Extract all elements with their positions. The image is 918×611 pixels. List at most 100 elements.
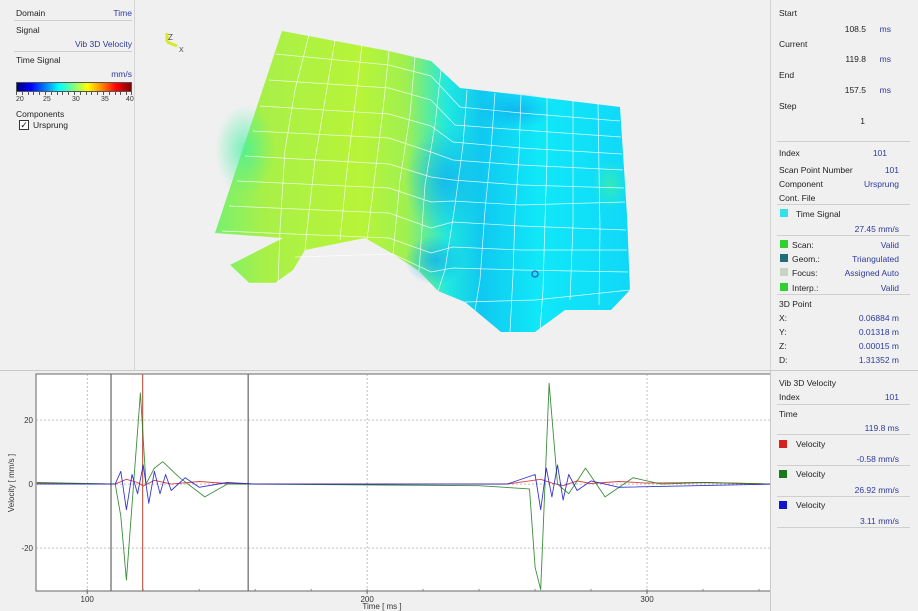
current-value[interactable]: 119.8 [845, 54, 866, 64]
divider [777, 465, 910, 466]
start-label: Start [779, 8, 797, 18]
divider [777, 496, 910, 497]
color-scale-tick-label: 40 [126, 96, 134, 103]
end-unit: ms [879, 85, 891, 95]
coord-z-label: Z: [779, 341, 787, 351]
component-label: Component [779, 179, 823, 189]
geom-status-value: Triangulated [852, 254, 899, 264]
selected-point-marker[interactable] [531, 270, 539, 278]
legend-index-value: 101 [884, 392, 899, 402]
velocity-series-2 [36, 464, 770, 511]
divider [777, 235, 910, 236]
axis-triad-icon: Z X [165, 33, 184, 54]
time-signal-label: Time Signal [796, 209, 841, 219]
color-scale-tick-label: 25 [43, 96, 51, 103]
scan-point-value: 101 [884, 165, 899, 175]
domain-label: Domain [16, 8, 46, 18]
coord-y-value: 0.01318 m [858, 327, 899, 337]
focus-status-row: Focus: Assigned Auto [792, 268, 909, 278]
y-tick-label: -20 [21, 544, 33, 553]
coord-x-row: X: 0.06884 m [779, 313, 909, 323]
legend-time-label: Time [779, 409, 798, 419]
components-label: Components [16, 109, 65, 119]
coord-z-row: Z: 0.00015 m [779, 341, 909, 351]
interp-status-label: Interp.: [792, 283, 819, 293]
plot-area [35, 373, 770, 592]
series-red-label: Velocity [796, 439, 826, 449]
index-row: Index 101 [779, 148, 909, 158]
scan-status-row: Scan: Valid [792, 240, 909, 250]
3d-point-label: 3D Point [779, 299, 812, 309]
coord-d-label: D: [779, 355, 788, 365]
surface-mesh[interactable] [215, 31, 631, 333]
component-label-ursprung[interactable]: Ursprung [33, 120, 68, 130]
series-green-value: 26.92 mm/s [854, 485, 899, 495]
x-axis-label: Time [ ms ] [362, 602, 401, 611]
color-scale-tick-label: 30 [72, 96, 80, 103]
end-value[interactable]: 157.5 [844, 85, 866, 95]
divider [777, 141, 910, 142]
display-label: Time Signal [16, 55, 61, 65]
step-value[interactable]: 1 [860, 116, 865, 126]
divider [777, 204, 910, 205]
focus-status-label: Focus: [792, 268, 818, 278]
y-tick-label: 20 [24, 416, 33, 425]
animation-info-panel: Start 108.5 ms Current 119.8 ms End 157.… [770, 0, 918, 370]
coord-y-row: Y: 0.01318 m [779, 327, 909, 337]
color-scale-labels: 20 25 30 35 40 [14, 96, 134, 106]
divider [777, 404, 910, 405]
component-row: Component Ursprung [779, 179, 909, 189]
step-label: Step [779, 101, 797, 111]
interp-status-value: Valid [880, 283, 899, 293]
series-green-swatch [779, 470, 787, 478]
coord-d-value: 1.31352 m [858, 355, 899, 365]
series-blue-value: 3.11 mm/s [859, 516, 899, 526]
time-signal-chart[interactable]: 100 200 300 20 0 -20 Velocity [ mm/s ] Time [… [0, 370, 770, 611]
display-settings-panel: Domain Time Signal Vib 3D Velocity Time … [0, 0, 135, 370]
signal-value[interactable]: Vib 3D Velocity [74, 39, 132, 49]
component-checkbox-ursprung[interactable]: ✓ [19, 120, 29, 130]
interp-status-swatch [780, 283, 788, 291]
end-label: End [779, 70, 795, 80]
cont-file-label: Cont. File [779, 193, 816, 203]
current-unit: ms [879, 54, 891, 64]
series-red-swatch [779, 440, 787, 448]
divider [14, 20, 132, 21]
interp-status-row: Interp.: Valid [792, 283, 909, 293]
y-axis-label: Velocity [ mm/s ] [7, 454, 16, 512]
start-value[interactable]: 108.5 [844, 24, 866, 34]
color-scale-tick-label: 20 [16, 96, 24, 103]
coord-z-value: 0.00015 m [858, 341, 899, 351]
x-tick-label: 200 [360, 595, 374, 604]
coord-y-label: Y: [779, 327, 787, 337]
legend-index-label: Index [779, 392, 800, 402]
y-tick-label: 0 [29, 480, 34, 489]
geom-status-label: Geom.: [792, 254, 820, 264]
domain-value[interactable]: Time [113, 8, 132, 18]
velocity-series-1 [36, 382, 770, 591]
domain-row[interactable]: Domain Time [16, 8, 132, 18]
divider [777, 294, 910, 295]
component-value: Ursprung [864, 179, 899, 189]
signal-label: Signal [16, 25, 40, 35]
scan-status-swatch [780, 240, 788, 248]
divider [777, 527, 910, 528]
coord-x-value: 0.06884 m [858, 313, 899, 323]
legend-title: Vib 3D Velocity [779, 378, 837, 388]
color-scale-bar[interactable] [16, 82, 132, 92]
coord-d-row: D: 1.31352 m [779, 355, 909, 365]
legend-index-row: Index 101 [779, 392, 909, 402]
color-scale-ticks [16, 92, 132, 96]
scan-point-row: Scan Point Number 101 [779, 165, 909, 175]
scan-status-value: Valid [880, 240, 899, 250]
geom-status-swatch [780, 254, 788, 262]
scan-point-label: Scan Point Number [779, 165, 853, 175]
3d-view-canvas[interactable]: Z X [135, 0, 770, 370]
time-signal-value: 27.45 mm/s [854, 224, 899, 234]
unit-value: mm/s [111, 69, 132, 79]
start-unit: ms [879, 24, 891, 34]
focus-status-value: Assigned Auto [844, 268, 899, 278]
divider [777, 434, 910, 435]
svg-text:Z: Z [168, 33, 173, 42]
